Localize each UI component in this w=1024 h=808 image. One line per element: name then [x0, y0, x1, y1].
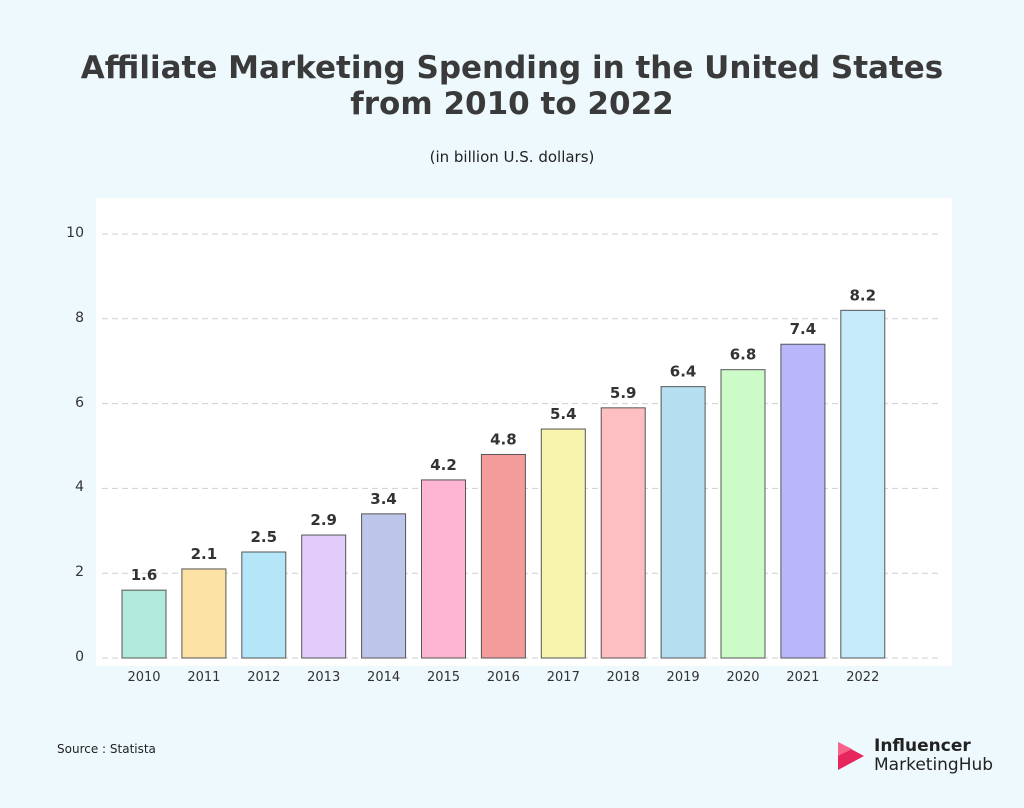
bar-2018 — [600, 407, 646, 659]
y-tick-label: 10 — [66, 225, 84, 241]
data-label-2012: 2.5 — [251, 528, 278, 546]
bar-2010 — [121, 589, 167, 659]
chart-title-line2: from 2010 to 2022 — [350, 86, 674, 122]
x-tick-label: 2010 — [127, 670, 161, 685]
data-label-2016: 4.8 — [490, 430, 517, 448]
y-axis-labels: 0 2 4 6 8 10 — [40, 198, 84, 666]
x-tick-label: 2015 — [426, 670, 461, 685]
chart-subtitle: (in billion U.S. dollars) — [429, 148, 595, 166]
x-tick-label: 2021 — [786, 670, 820, 685]
data-label-2014: 3.4 — [370, 490, 397, 508]
y-tick-label: 4 — [75, 479, 84, 496]
data-label-2018: 5.9 — [610, 384, 637, 402]
bar-2014 — [361, 513, 407, 659]
x-tick-label: 2019 — [666, 670, 700, 685]
y-tick-label: 2 — [75, 564, 84, 581]
bar-2022 — [840, 309, 886, 659]
chart-panel: 1.6 2.1 2.5 2.9 3.4 4.2 4.8 5.4 5.9 6.4 6.8 7.4 8.2 — [96, 198, 952, 666]
data-label-2013: 2.9 — [310, 511, 337, 529]
x-tick-label: 2017 — [546, 670, 580, 685]
x-tick-label: 2013 — [307, 670, 341, 685]
bar-2017 — [540, 428, 586, 659]
data-label-2020: 6.8 — [730, 346, 757, 364]
x-tick-label: 2022 — [846, 670, 880, 685]
x-tick-label: 2018 — [606, 670, 640, 685]
x-tick-label: 2011 — [187, 670, 221, 685]
data-label-2015: 4.2 — [430, 456, 457, 474]
source-note: Source : Statista — [57, 742, 156, 756]
x-tick-label: 2014 — [367, 670, 401, 685]
data-label-2019: 6.4 — [670, 363, 697, 381]
brand-mark-icon — [838, 742, 864, 770]
brand-name-line1: Influencer — [874, 736, 971, 756]
bar-2013 — [301, 534, 347, 659]
bar-2012 — [241, 551, 287, 659]
x-tick-label: 2016 — [486, 670, 520, 685]
bar-2015 — [421, 479, 466, 659]
data-label-2010: 1.6 — [131, 566, 158, 584]
x-axis-labels: 2010 2011 2012 2013 2014 2015 2016 2017 2018 2019… — [96, 670, 952, 690]
data-label-2021: 7.4 — [790, 320, 817, 338]
data-label-2017: 5.4 — [550, 405, 577, 423]
x-tick-label: 2012 — [247, 670, 281, 685]
brand-logo: Influencer MarketingHub — [834, 736, 993, 776]
bar-2016 — [480, 453, 526, 659]
bar-2021 — [780, 343, 826, 659]
brand-name-line2: MarketingHub — [874, 755, 994, 775]
data-label-2022: 8.2 — [850, 286, 877, 304]
y-tick-label: 0 — [75, 649, 84, 665]
bar-2020 — [720, 369, 766, 659]
y-tick-label: 8 — [75, 309, 84, 326]
bar-2019 — [660, 386, 706, 659]
x-tick-label: 2020 — [726, 670, 760, 685]
chart-title: Affiliate Marketing Spending in the Unit… — [0, 50, 1024, 122]
bar-2011 — [181, 568, 227, 659]
y-tick-label: 6 — [75, 394, 84, 411]
chart-title-line1: Affiliate Marketing Spending in the Unit… — [80, 50, 944, 86]
bar-chart: 1.6 2.1 2.5 2.9 3.4 4.2 4.8 5.4 5.9 6.4 6.8 7.4 8.2 — [102, 233, 940, 659]
data-label-2011: 2.1 — [191, 545, 218, 563]
